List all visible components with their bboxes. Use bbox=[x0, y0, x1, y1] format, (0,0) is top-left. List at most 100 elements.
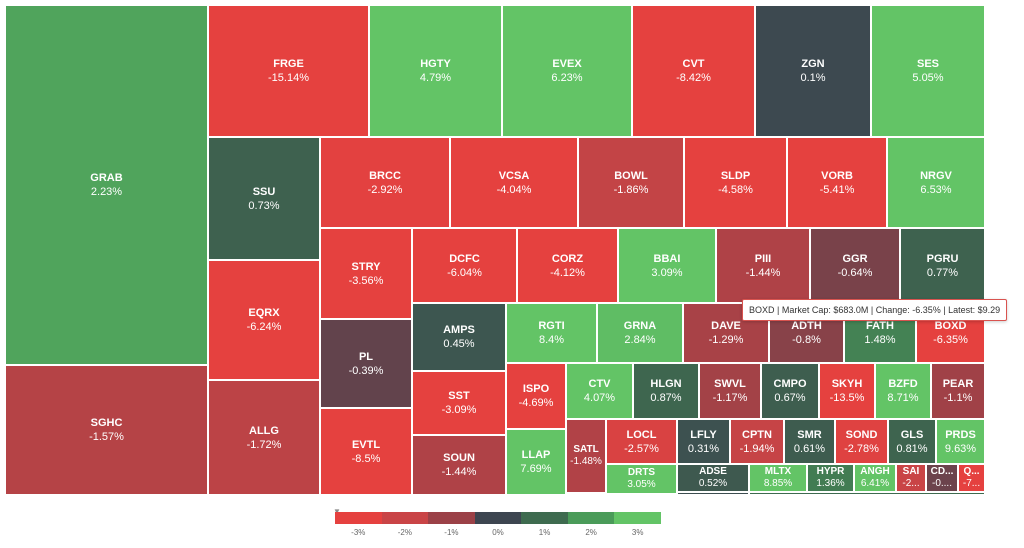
tile-change: -1.86% bbox=[613, 183, 649, 196]
tile-evtl[interactable]: EVTL -8.5% bbox=[320, 408, 412, 495]
tile-symbol: MLTX bbox=[764, 466, 792, 477]
tile-change: -5.41% bbox=[819, 183, 855, 196]
tile-prds[interactable]: PRDS 9.63% bbox=[936, 419, 985, 464]
tile-brcc[interactable]: BRCC -2.92% bbox=[320, 137, 450, 228]
tile-tile[interactable] bbox=[749, 492, 985, 495]
tile-symbol: SKYH bbox=[831, 378, 863, 390]
tile-hlgn[interactable]: HLGN 0.87% bbox=[633, 363, 699, 419]
tile-allg[interactable]: ALLG -1.72% bbox=[208, 380, 320, 495]
tile-change: -3.09% bbox=[441, 404, 477, 416]
tile-stry[interactable]: STRY -3.56% bbox=[320, 228, 412, 319]
tile-symbol: CPTN bbox=[742, 428, 772, 441]
tile-symbol: GLS bbox=[900, 428, 924, 441]
tile-grab[interactable]: GRAB 2.23% bbox=[5, 5, 208, 365]
tile-ssu[interactable]: SSU 0.73% bbox=[208, 137, 320, 260]
tile-satl[interactable]: SATL -1.48% bbox=[566, 419, 606, 493]
tile-symbol: FRGE bbox=[273, 58, 304, 70]
tile-frge[interactable]: FRGE -15.14% bbox=[208, 5, 369, 137]
tile-hgty[interactable]: HGTY 4.79% bbox=[369, 5, 502, 137]
tile-change: 6.23% bbox=[551, 72, 583, 84]
legend-tick-label: 2% bbox=[585, 528, 597, 537]
tile-corz[interactable]: CORZ -4.12% bbox=[517, 228, 618, 303]
tile-bzfd[interactable]: BZFD 8.71% bbox=[875, 363, 931, 419]
tile-gls[interactable]: GLS 0.81% bbox=[888, 419, 936, 464]
tile-change: 1.48% bbox=[864, 334, 896, 346]
tile-dcfc[interactable]: DCFC -6.04% bbox=[412, 228, 517, 303]
tile-angh[interactable]: ANGH 6.41% bbox=[854, 464, 896, 492]
tile-symbol: ISPO bbox=[522, 383, 550, 395]
tile-swvl[interactable]: SWVL -1.17% bbox=[699, 363, 761, 419]
tile-symbol: BOXD bbox=[934, 320, 967, 332]
tile-ggr[interactable]: GGR -0.64% bbox=[810, 228, 900, 303]
tile-change: 4.79% bbox=[419, 72, 452, 84]
tile-ispo[interactable]: ISPO -4.69% bbox=[506, 363, 566, 429]
tile-cmpo[interactable]: CMPO 0.67% bbox=[761, 363, 819, 419]
tile-cvt[interactable]: CVT -8.42% bbox=[632, 5, 755, 137]
legend-tick-label: -2% bbox=[397, 528, 412, 537]
tile-symbol: SMR bbox=[797, 428, 822, 441]
tile-pl[interactable]: PL -0.39% bbox=[320, 319, 412, 408]
tile-change: -0.64% bbox=[837, 266, 873, 279]
tile-pgru[interactable]: PGRU 0.77% bbox=[900, 228, 985, 303]
tile-change: -1.72% bbox=[246, 438, 282, 451]
tile-change: -6.35% bbox=[933, 334, 968, 346]
tile-symbol: BOWL bbox=[614, 169, 648, 182]
tile-pear[interactable]: PEAR -1.1% bbox=[931, 363, 985, 419]
tile-soun[interactable]: SOUN -1.44% bbox=[412, 435, 506, 495]
tile-cd[interactable]: CD... -0.... bbox=[926, 464, 958, 492]
tile-vorb[interactable]: VORB -5.41% bbox=[787, 137, 887, 228]
tile-tile[interactable] bbox=[566, 493, 606, 495]
tile-sldp[interactable]: SLDP -4.58% bbox=[684, 137, 787, 228]
tile-ctv[interactable]: CTV 4.07% bbox=[566, 363, 633, 419]
tile-cptn[interactable]: CPTN -1.94% bbox=[730, 419, 784, 464]
tile-change: 4.07% bbox=[583, 392, 616, 404]
tile-bbai[interactable]: BBAI 3.09% bbox=[618, 228, 716, 303]
tile-grna[interactable]: GRNA 2.84% bbox=[597, 303, 683, 363]
tile-sst[interactable]: SST -3.09% bbox=[412, 371, 506, 435]
tile-ses[interactable]: SES 5.05% bbox=[871, 5, 985, 137]
tile-rgti[interactable]: RGTI 8.4% bbox=[506, 303, 597, 363]
tile-symbol: DCFC bbox=[449, 252, 480, 265]
tile-eqrx[interactable]: EQRX -6.24% bbox=[208, 260, 320, 380]
tile-llap[interactable]: LLAP 7.69% bbox=[506, 429, 566, 495]
tile-change: 0.87% bbox=[650, 392, 682, 404]
tile-nrgv[interactable]: NRGV 6.53% bbox=[887, 137, 985, 228]
tile-symbol: SWVL bbox=[714, 378, 746, 390]
tile-locl[interactable]: LOCL -2.57% bbox=[606, 419, 677, 464]
tile-sond[interactable]: SOND -2.78% bbox=[835, 419, 888, 464]
tile-change: 0.31% bbox=[687, 442, 720, 455]
tile-symbol: GRAB bbox=[90, 172, 123, 184]
tile-adse[interactable]: ADSE 0.52% bbox=[677, 464, 749, 492]
tile-change: -4.12% bbox=[550, 266, 585, 279]
tile-symbol: SSU bbox=[252, 185, 276, 198]
tile-smr[interactable]: SMR 0.61% bbox=[784, 419, 835, 464]
tile-change: 2.23% bbox=[90, 186, 123, 198]
tile-skyh[interactable]: SKYH -13.5% bbox=[819, 363, 875, 419]
tile-symbol: HYPR bbox=[816, 466, 845, 477]
tile-change: 7.69% bbox=[520, 463, 552, 475]
tile-evex[interactable]: EVEX 6.23% bbox=[502, 5, 632, 137]
tile-symbol: PL bbox=[358, 350, 374, 363]
tile-zgn[interactable]: ZGN 0.1% bbox=[755, 5, 871, 137]
tile-tile[interactable] bbox=[677, 492, 749, 495]
tile-q[interactable]: Q... -7... bbox=[958, 464, 985, 492]
tile-symbol: ZGN bbox=[801, 58, 825, 70]
tile-vcsa[interactable]: VCSA -4.04% bbox=[450, 137, 578, 228]
tile-change: -1.44% bbox=[745, 266, 781, 279]
tile-symbol: ADTH bbox=[791, 320, 822, 332]
tile-symbol: HLGN bbox=[650, 378, 682, 390]
tile-symbol: PGRU bbox=[926, 252, 959, 265]
tile-lfly[interactable]: LFLY 0.31% bbox=[677, 419, 730, 464]
tile-piii[interactable]: PIII -1.44% bbox=[716, 228, 810, 303]
tile-symbol: BBAI bbox=[653, 252, 681, 265]
legend-swatch-zero bbox=[474, 512, 522, 524]
tile-symbol: BRCC bbox=[369, 169, 401, 182]
legend-tick-label: 0% bbox=[492, 528, 504, 537]
tile-drts[interactable]: DRTS 3.05% bbox=[606, 464, 677, 494]
tile-amps[interactable]: AMPS 0.45% bbox=[412, 303, 506, 371]
tile-sghc[interactable]: SGHC -1.57% bbox=[5, 365, 208, 495]
tile-hypr[interactable]: HYPR 1.36% bbox=[807, 464, 854, 492]
tile-sai[interactable]: SAI -2... bbox=[896, 464, 926, 492]
tile-bowl[interactable]: BOWL -1.86% bbox=[578, 137, 684, 228]
tile-mltx[interactable]: MLTX 8.85% bbox=[749, 464, 807, 492]
